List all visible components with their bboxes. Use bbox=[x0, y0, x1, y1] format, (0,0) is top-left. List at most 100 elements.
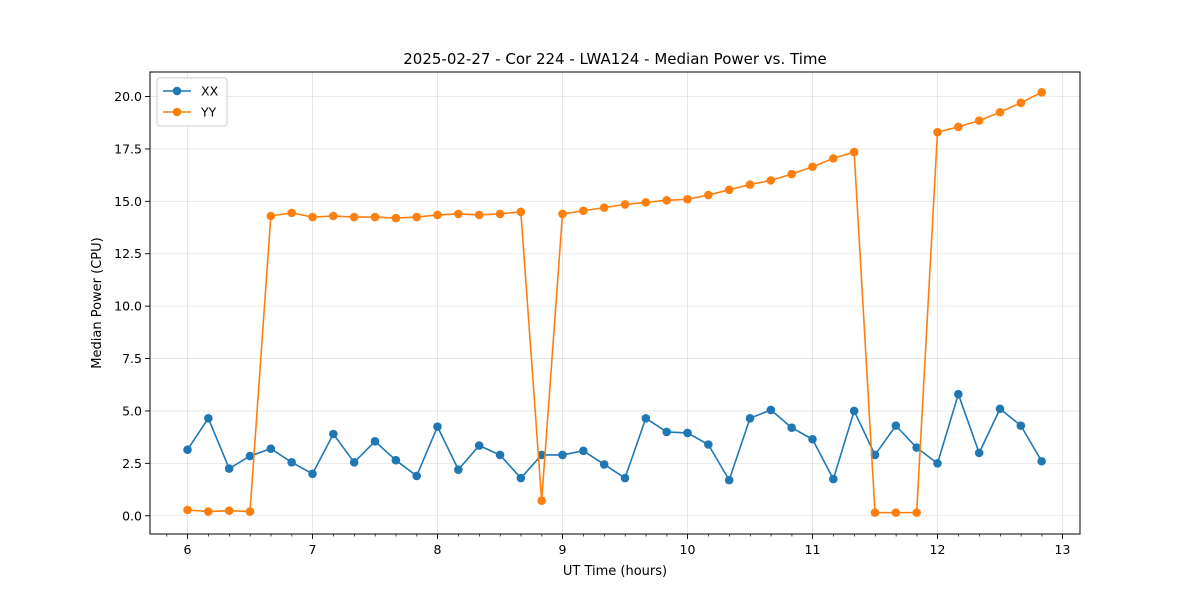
data-point-xx bbox=[308, 469, 317, 479]
series-yy bbox=[183, 88, 1046, 517]
data-point-yy bbox=[537, 496, 546, 505]
data-point-yy bbox=[849, 147, 859, 157]
data-point-yy bbox=[349, 212, 359, 222]
data-point-yy bbox=[412, 212, 421, 222]
data-point-yy bbox=[954, 122, 963, 132]
data-point-yy bbox=[891, 508, 901, 517]
y-axis-label: Median Power (CPU) bbox=[90, 237, 105, 368]
data-point-yy bbox=[516, 207, 526, 217]
data-point-xx bbox=[412, 471, 421, 481]
data-point-yy bbox=[599, 203, 609, 212]
data-point-xx bbox=[599, 460, 609, 469]
data-point-xx bbox=[766, 405, 776, 415]
legend-item-yy: YY bbox=[163, 105, 217, 120]
data-point-xx bbox=[329, 429, 338, 439]
grid-lines bbox=[150, 72, 1080, 534]
data-point-yy bbox=[745, 180, 755, 189]
y-tick-label: 17.5 bbox=[114, 141, 142, 156]
data-point-xx bbox=[745, 413, 755, 423]
legend: XX YY bbox=[156, 77, 228, 127]
data-point-xx bbox=[683, 428, 692, 438]
data-point-yy bbox=[1016, 98, 1026, 108]
x-tick-label: 7 bbox=[309, 542, 317, 557]
data-point-xx bbox=[537, 450, 546, 460]
axis-ticks: 6 7 8 9 10 11 12 13 0.0 2.5 5.0 7.5 10.0 12.5 15.0 17.5… bbox=[114, 89, 1070, 557]
data-point-yy bbox=[370, 212, 380, 222]
chart-title: 2025-02-27 - Cor 224 - LWA124 - Median P… bbox=[403, 50, 827, 68]
data-point-yy bbox=[829, 154, 838, 163]
data-point-yy bbox=[474, 210, 484, 220]
data-point-yy bbox=[495, 209, 505, 219]
data-point-xx bbox=[891, 421, 901, 430]
legend-item-xx: XX bbox=[163, 84, 219, 99]
data-point-yy bbox=[787, 169, 796, 179]
data-point-xx bbox=[912, 443, 921, 452]
y-tick-label: 2.5 bbox=[122, 456, 142, 471]
x-tick-label: 12 bbox=[930, 542, 946, 557]
data-point-xx bbox=[287, 458, 296, 467]
data-point-yy bbox=[808, 162, 817, 172]
data-point-yy bbox=[454, 209, 463, 219]
legend-marker bbox=[172, 86, 182, 96]
data-point-yy bbox=[433, 210, 442, 220]
x-tick-label: 11 bbox=[805, 542, 821, 557]
data-point-xx bbox=[370, 437, 380, 446]
data-point-xx bbox=[787, 423, 796, 433]
y-tick-label: 7.5 bbox=[122, 351, 142, 366]
data-point-xx bbox=[204, 413, 213, 423]
data-point-yy bbox=[620, 200, 630, 209]
data-point-xx bbox=[454, 465, 463, 474]
data-point-xx bbox=[1016, 421, 1026, 430]
data-point-yy bbox=[662, 195, 671, 205]
data-point-xx bbox=[995, 404, 1005, 414]
x-tick-label: 9 bbox=[559, 542, 567, 557]
data-point-yy bbox=[245, 507, 255, 516]
y-tick-label: 20.0 bbox=[114, 89, 142, 104]
series-lines bbox=[183, 88, 1046, 517]
series-xx bbox=[183, 389, 1046, 485]
data-point-xx bbox=[349, 458, 359, 467]
y-tick-label: 5.0 bbox=[122, 403, 142, 418]
legend-marker bbox=[172, 107, 182, 117]
data-point-xx bbox=[933, 459, 942, 468]
data-point-xx bbox=[808, 434, 817, 444]
data-point-xx bbox=[183, 445, 192, 455]
x-tick-label: 8 bbox=[434, 542, 442, 557]
data-point-xx bbox=[558, 450, 567, 460]
x-tick-label: 10 bbox=[680, 542, 696, 557]
data-point-yy bbox=[579, 206, 588, 216]
data-point-xx bbox=[954, 389, 963, 399]
data-point-xx bbox=[224, 464, 234, 473]
legend-label: YY bbox=[200, 105, 217, 120]
data-point-xx bbox=[495, 450, 505, 460]
data-point-xx bbox=[266, 444, 276, 453]
data-point-yy bbox=[329, 211, 338, 221]
data-point-xx bbox=[849, 406, 859, 416]
legend-label: XX bbox=[201, 84, 219, 99]
data-point-yy bbox=[974, 116, 984, 125]
data-point-yy bbox=[641, 198, 651, 207]
data-point-xx bbox=[870, 450, 880, 460]
data-point-yy bbox=[912, 508, 921, 517]
axes-frame bbox=[149, 71, 1081, 535]
data-point-yy bbox=[704, 190, 713, 200]
data-point-yy bbox=[391, 213, 401, 223]
data-point-xx bbox=[516, 473, 526, 483]
data-point-xx bbox=[474, 441, 484, 450]
data-point-yy bbox=[933, 127, 942, 137]
x-tick-label: 6 bbox=[184, 542, 192, 557]
data-point-xx bbox=[1037, 456, 1046, 466]
data-point-yy bbox=[266, 211, 276, 221]
data-point-xx bbox=[391, 455, 401, 465]
x-axis-label: UT Time (hours) bbox=[563, 564, 667, 579]
data-point-yy bbox=[224, 506, 234, 516]
data-point-xx bbox=[704, 440, 713, 449]
y-tick-label: 10.0 bbox=[114, 299, 142, 314]
data-point-xx bbox=[579, 446, 588, 456]
x-tick-label: 13 bbox=[1055, 542, 1071, 557]
data-point-yy bbox=[287, 208, 296, 218]
y-tick-label: 15.0 bbox=[114, 194, 142, 209]
data-point-yy bbox=[183, 505, 192, 515]
